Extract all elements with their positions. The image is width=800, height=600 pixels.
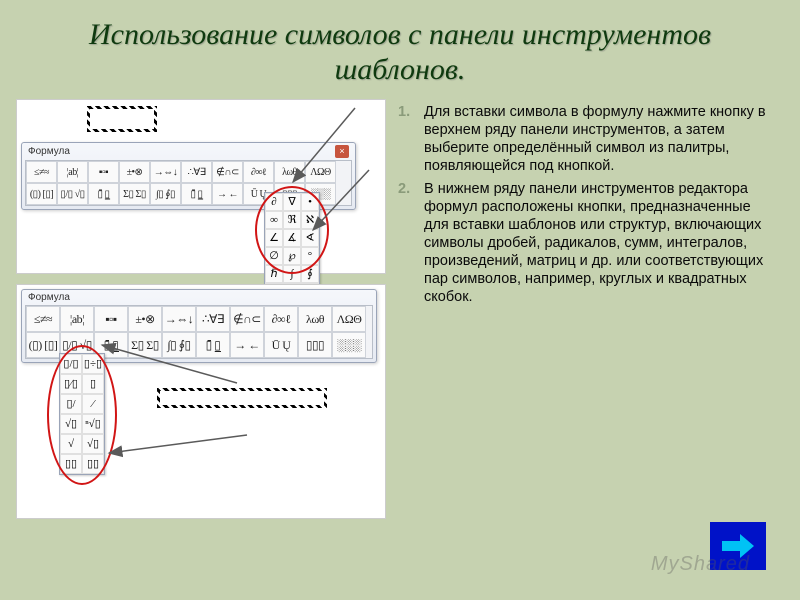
next-slide-button[interactable]: [710, 522, 766, 570]
palette-cell[interactable]: ∮: [301, 265, 319, 283]
palette-cell[interactable]: ℘: [283, 247, 301, 265]
toolbar-button[interactable]: ▯/▯ √▯: [57, 183, 88, 205]
toolbar-row-symbols-2: ≤≠≈¦ab¦▪▫▪±•⊗→⇔↓∴∀∃∉∩⊂∂∞ℓλωθΛΩΘ: [26, 306, 372, 332]
toolbar-titlebar: Формула ×: [22, 143, 355, 160]
toolbar-button[interactable]: →⇔↓: [150, 161, 181, 183]
toolbar-button[interactable]: Σ▯ Σ▯: [119, 183, 150, 205]
toolbar-button[interactable]: ░░░: [332, 332, 366, 358]
toolbar-button[interactable]: ▯▯▯: [298, 332, 332, 358]
toolbar-button[interactable]: Ū Ų: [264, 332, 298, 358]
toolbar-button[interactable]: ¦ab¦: [57, 161, 88, 183]
palette-cell[interactable]: ∇: [283, 193, 301, 211]
toolbar-button[interactable]: ∂∞ℓ: [264, 306, 298, 332]
palette-cell[interactable]: •: [301, 193, 319, 211]
toolbar-button[interactable]: → ←: [212, 183, 243, 205]
toolbar-button[interactable]: ▪▫▪: [88, 161, 119, 183]
toolbar-button[interactable]: ▯̄ ▯̲: [88, 183, 119, 205]
toolbar-button[interactable]: ∉∩⊂: [212, 161, 243, 183]
close-icon[interactable]: ×: [335, 145, 349, 158]
content-row: Формула × ≤≠≈¦ab¦▪▫▪±•⊗→⇔↓∴∀∃∉∩⊂∂∞ℓλωθΛΩ…: [0, 95, 800, 600]
screenshot-bottom: Формула ≤≠≈¦ab¦▪▫▪±•⊗→⇔↓∴∀∃∉∩⊂∂∞ℓλωθΛΩΘ …: [16, 284, 386, 519]
toolbar-button[interactable]: →⇔↓: [162, 306, 196, 332]
palette-cell[interactable]: ▯/: [60, 394, 82, 414]
palette-cell[interactable]: ⁿ√▯: [82, 414, 104, 434]
palette-cell[interactable]: ∢: [301, 229, 319, 247]
palette-cell[interactable]: ℏ: [265, 265, 283, 283]
palette-cell[interactable]: ▯: [82, 374, 104, 394]
formula-toolbar-window-2: Формула ≤≠≈¦ab¦▪▫▪±•⊗→⇔↓∴∀∃∉∩⊂∂∞ℓλωθΛΩΘ …: [21, 289, 377, 363]
toolbar-button[interactable]: ΛΩΘ: [332, 306, 366, 332]
toolbar-button[interactable]: λωθ: [298, 306, 332, 332]
toolbar-button[interactable]: ∫▯ ∮▯: [150, 183, 181, 205]
toolbar-button[interactable]: ∉∩⊂: [230, 306, 264, 332]
toolbar-button[interactable]: ¦ab¦: [60, 306, 94, 332]
palette-cell[interactable]: ∞: [265, 211, 283, 229]
toolbar-button[interactable]: λωθ: [274, 161, 305, 183]
toolbar-button[interactable]: Σ▯ Σ▯: [128, 332, 162, 358]
step-item: Для вставки символа в формулу нажмите кн…: [398, 103, 772, 176]
toolbar-button[interactable]: ∂∞ℓ: [243, 161, 274, 183]
palette-cell[interactable]: ∂: [265, 193, 283, 211]
right-column: Для вставки символа в формулу нажмите кн…: [398, 99, 772, 584]
toolbar-button[interactable]: ∴∀∃: [181, 161, 212, 183]
toolbar-button[interactable]: ≤≠≈: [26, 161, 57, 183]
selection-marquee-2: [157, 388, 327, 408]
palette-cell[interactable]: ▯∕▯: [60, 374, 82, 394]
arrow-right-icon: [720, 531, 756, 561]
palette-cell[interactable]: ▯÷▯: [82, 354, 104, 374]
toolbar-row-symbols: ≤≠≈¦ab¦▪▫▪±•⊗→⇔↓∴∀∃∉∩⊂∂∞ℓλωθΛΩΘ: [26, 161, 351, 183]
slide-title: Использование символов с панели инструме…: [40, 18, 760, 87]
selection-marquee: [87, 106, 157, 132]
palette-cell[interactable]: ∠: [265, 229, 283, 247]
title-area: Использование символов с панели инструме…: [0, 0, 800, 95]
template-palette[interactable]: ▯/▯▯÷▯▯∕▯▯▯/⁄√▯ⁿ√▯√√▯▯▯▯▯: [59, 353, 105, 475]
toolbar-button[interactable]: ±•⊗: [119, 161, 150, 183]
toolbar-title-text: Формула: [28, 146, 70, 157]
palette-cell[interactable]: °: [301, 247, 319, 265]
steps-list: Для вставки символа в формулу нажмите кн…: [398, 103, 772, 306]
palette-cell[interactable]: ∫: [283, 265, 301, 283]
toolbar-button[interactable]: ▯̄ ▯̲: [181, 183, 212, 205]
palette-cell[interactable]: ∅: [265, 247, 283, 265]
toolbar-titlebar-2: Формула: [22, 290, 376, 305]
palette-cell[interactable]: ⁄: [82, 394, 104, 414]
slide: Использование символов с панели инструме…: [0, 0, 800, 600]
toolbar-button[interactable]: ▪▫▪: [94, 306, 128, 332]
toolbar-button[interactable]: ∴∀∃: [196, 306, 230, 332]
palette-cell[interactable]: √: [60, 434, 82, 454]
palette-cell[interactable]: ℜ: [283, 211, 301, 229]
left-column: Формула × ≤≠≈¦ab¦▪▫▪±•⊗→⇔↓∴∀∃∉∩⊂∂∞ℓλωθΛΩ…: [16, 99, 386, 584]
palette-cell[interactable]: ∡: [283, 229, 301, 247]
palette-cell[interactable]: ℵ: [301, 211, 319, 229]
palette-cell[interactable]: √▯: [60, 414, 82, 434]
toolbar-button[interactable]: ΛΩΘ: [305, 161, 336, 183]
toolbar-button[interactable]: ≤≠≈: [26, 306, 60, 332]
step-item: В нижнем ряду панели инструментов редакт…: [398, 180, 772, 307]
toolbar-title-text-2: Формула: [28, 292, 70, 303]
symbol-toolbar-2: ≤≠≈¦ab¦▪▫▪±•⊗→⇔↓∴∀∃∉∩⊂∂∞ℓλωθΛΩΘ (▯) [▯] ▯…: [25, 305, 373, 359]
palette-cell[interactable]: ▯▯: [60, 454, 82, 474]
palette-cell[interactable]: ▯/▯: [60, 354, 82, 374]
toolbar-button[interactable]: ▯̄ ▯̲: [196, 332, 230, 358]
palette-cell[interactable]: ▯▯: [82, 454, 104, 474]
toolbar-button[interactable]: (▯) [▯]: [26, 183, 57, 205]
toolbar-button[interactable]: ±•⊗: [128, 306, 162, 332]
toolbar-button[interactable]: → ←: [230, 332, 264, 358]
palette-cell[interactable]: √▯: [82, 434, 104, 454]
toolbar-button[interactable]: ∫▯ ∮▯: [162, 332, 196, 358]
toolbar-button[interactable]: (▯) [▯]: [26, 332, 60, 358]
screenshot-top: Формула × ≤≠≈¦ab¦▪▫▪±•⊗→⇔↓∴∀∃∉∩⊂∂∞ℓλωθΛΩ…: [16, 99, 386, 274]
